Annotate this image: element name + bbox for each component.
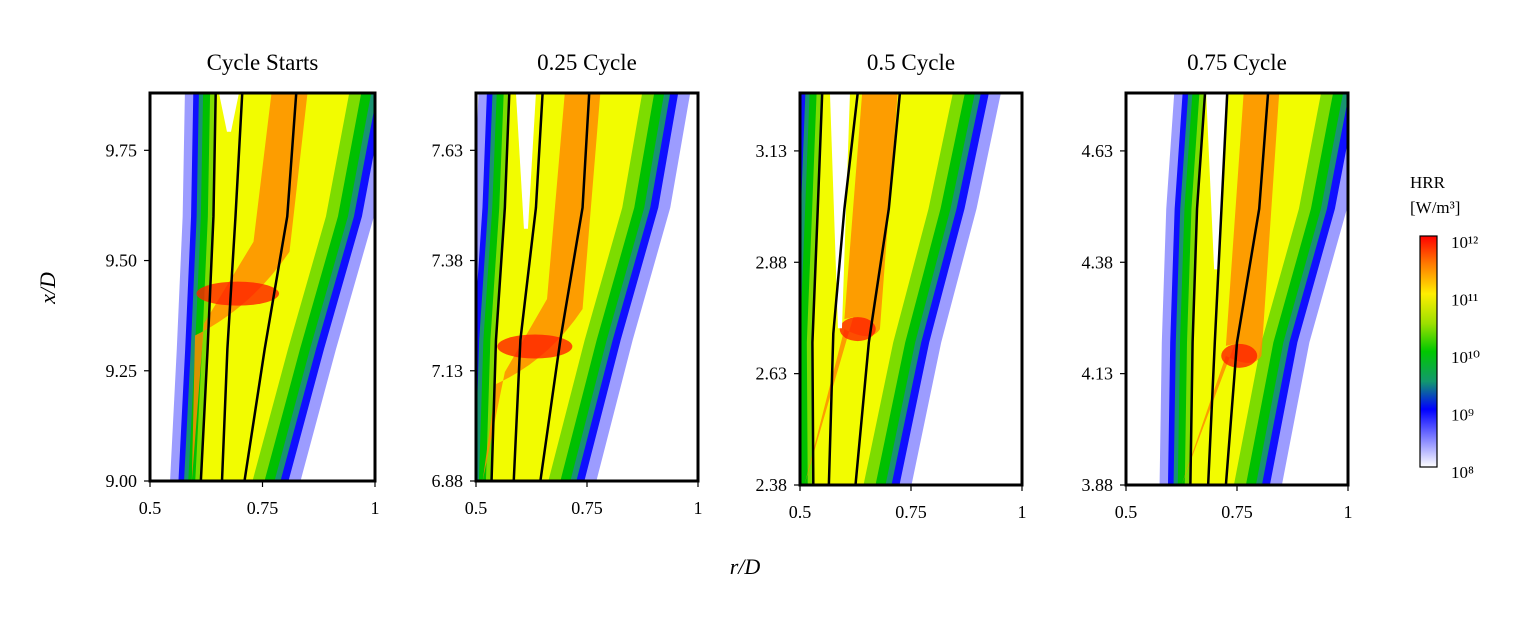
x-tick-label: 0.5 xyxy=(789,502,812,522)
y-tick-label: 9.25 xyxy=(106,361,138,381)
x-tick-label: 0.75 xyxy=(1221,502,1253,522)
unburnt-core xyxy=(218,93,239,132)
y-tick-label: 2.63 xyxy=(756,364,788,384)
colorbar-gradient xyxy=(1419,235,1438,468)
x-tick-label: 1 xyxy=(694,498,703,518)
hrr-field-4 xyxy=(1126,93,1348,485)
hrr-peak xyxy=(839,317,876,342)
colorbar-tick-label: 10¹¹ xyxy=(1451,291,1478,310)
y-tick-label: 9.00 xyxy=(106,471,138,491)
y-tick-label: 4.38 xyxy=(1082,252,1114,272)
streamline-2 xyxy=(220,93,244,481)
panel-3: 0.5 Cycle 0.5 0.75 1 2.38 2.63 2.88 3.13 xyxy=(756,50,1027,522)
streamline-2 xyxy=(1206,93,1229,485)
panel-title: 0.25 Cycle xyxy=(537,50,637,75)
colorbar-tick-label: 10⁸ xyxy=(1451,463,1474,482)
streamline-3 xyxy=(854,93,902,485)
panel-title: 0.5 Cycle xyxy=(867,50,955,75)
panel-4: 0.75 Cycle 0.5 0.75 1 3.88 4.13 4.38 4.63 xyxy=(1082,50,1353,522)
x-tick-label: 0.5 xyxy=(139,498,162,518)
y-tick-label: 6.88 xyxy=(432,471,464,491)
panel-2: 0.25 Cycle 0.5 0.75 1 6.88 7.13 7.38 7.63 xyxy=(432,50,703,518)
x-tick-label: 0.5 xyxy=(465,498,488,518)
x-tick-label: 0.75 xyxy=(247,498,279,518)
y-tick-label: 7.13 xyxy=(432,361,464,381)
colorbar-tick-label: 10¹² xyxy=(1451,233,1478,252)
x-tick-label: 1 xyxy=(1018,502,1027,522)
panel-1: Cycle Starts 0.5 0.75 1 9.00 9.25 9.50 9.75 xyxy=(106,50,380,518)
hrr-peak xyxy=(1221,343,1258,368)
y-tick-label: 3.13 xyxy=(756,141,788,161)
x-tick-label: 0.75 xyxy=(571,498,603,518)
streamline-1 xyxy=(199,93,217,481)
hrr-reaction-band xyxy=(1181,93,1280,485)
streamline-3 xyxy=(539,93,591,481)
colorbar: HRR [W/m³] 10¹² 10¹¹ 10¹⁰ 10⁹ 10⁸ xyxy=(1410,173,1480,482)
colorbar-ticks: 10¹² 10¹¹ 10¹⁰ 10⁹ 10⁸ xyxy=(1451,233,1480,482)
x-tick-label: 0.5 xyxy=(1115,502,1138,522)
streamline-1 xyxy=(490,93,511,481)
hrr-peak xyxy=(196,281,279,306)
panel-title: Cycle Starts xyxy=(207,50,319,75)
x-tick-label: 1 xyxy=(1344,502,1353,522)
y-tick-label: 2.88 xyxy=(756,252,788,272)
panel-title: 0.75 Cycle xyxy=(1187,50,1287,75)
hrr-field-2 xyxy=(476,93,698,481)
hrr-field-1 xyxy=(150,93,375,481)
streamline-3 xyxy=(243,93,298,481)
y-tick-label: 4.13 xyxy=(1082,364,1114,384)
y-tick-label: 9.50 xyxy=(106,251,138,271)
panels: Cycle Starts 0.5 0.75 1 9.00 9.25 9.50 9.75 0.25… xyxy=(106,50,1353,522)
colorbar-tick-label: 10¹⁰ xyxy=(1451,348,1480,367)
streamline-1 xyxy=(811,93,824,485)
x-axis-label: r/D xyxy=(730,554,761,579)
y-tick-label: 4.63 xyxy=(1082,141,1114,161)
y-tick-label: 9.75 xyxy=(106,140,138,160)
streamline-2 xyxy=(827,93,859,485)
y-tick-label: 3.88 xyxy=(1082,475,1114,495)
unburnt-core xyxy=(515,93,536,229)
unburnt-core xyxy=(1206,93,1227,270)
colorbar-title-units: [W/m³] xyxy=(1410,198,1460,217)
hrr-field-3 xyxy=(800,93,1022,485)
hrr-peak xyxy=(497,334,573,359)
streamline-1 xyxy=(1189,93,1207,485)
unburnt-core xyxy=(829,93,850,329)
colorbar-tick-label: 10⁹ xyxy=(1451,406,1474,425)
y-tick-label: 7.63 xyxy=(432,140,464,160)
y-axis-label: x/D xyxy=(35,272,60,305)
colorbar-title-hrr: HRR xyxy=(1410,173,1446,192)
y-tick-label: 2.38 xyxy=(756,475,788,495)
streamline-3 xyxy=(1224,93,1270,485)
x-tick-label: 0.75 xyxy=(895,502,927,522)
hrr-reaction-band xyxy=(482,93,601,481)
streamline-2 xyxy=(512,93,544,481)
hrr-reaction-band xyxy=(804,93,898,485)
x-tick-label: 1 xyxy=(371,498,380,518)
y-tick-label: 7.38 xyxy=(432,251,464,271)
